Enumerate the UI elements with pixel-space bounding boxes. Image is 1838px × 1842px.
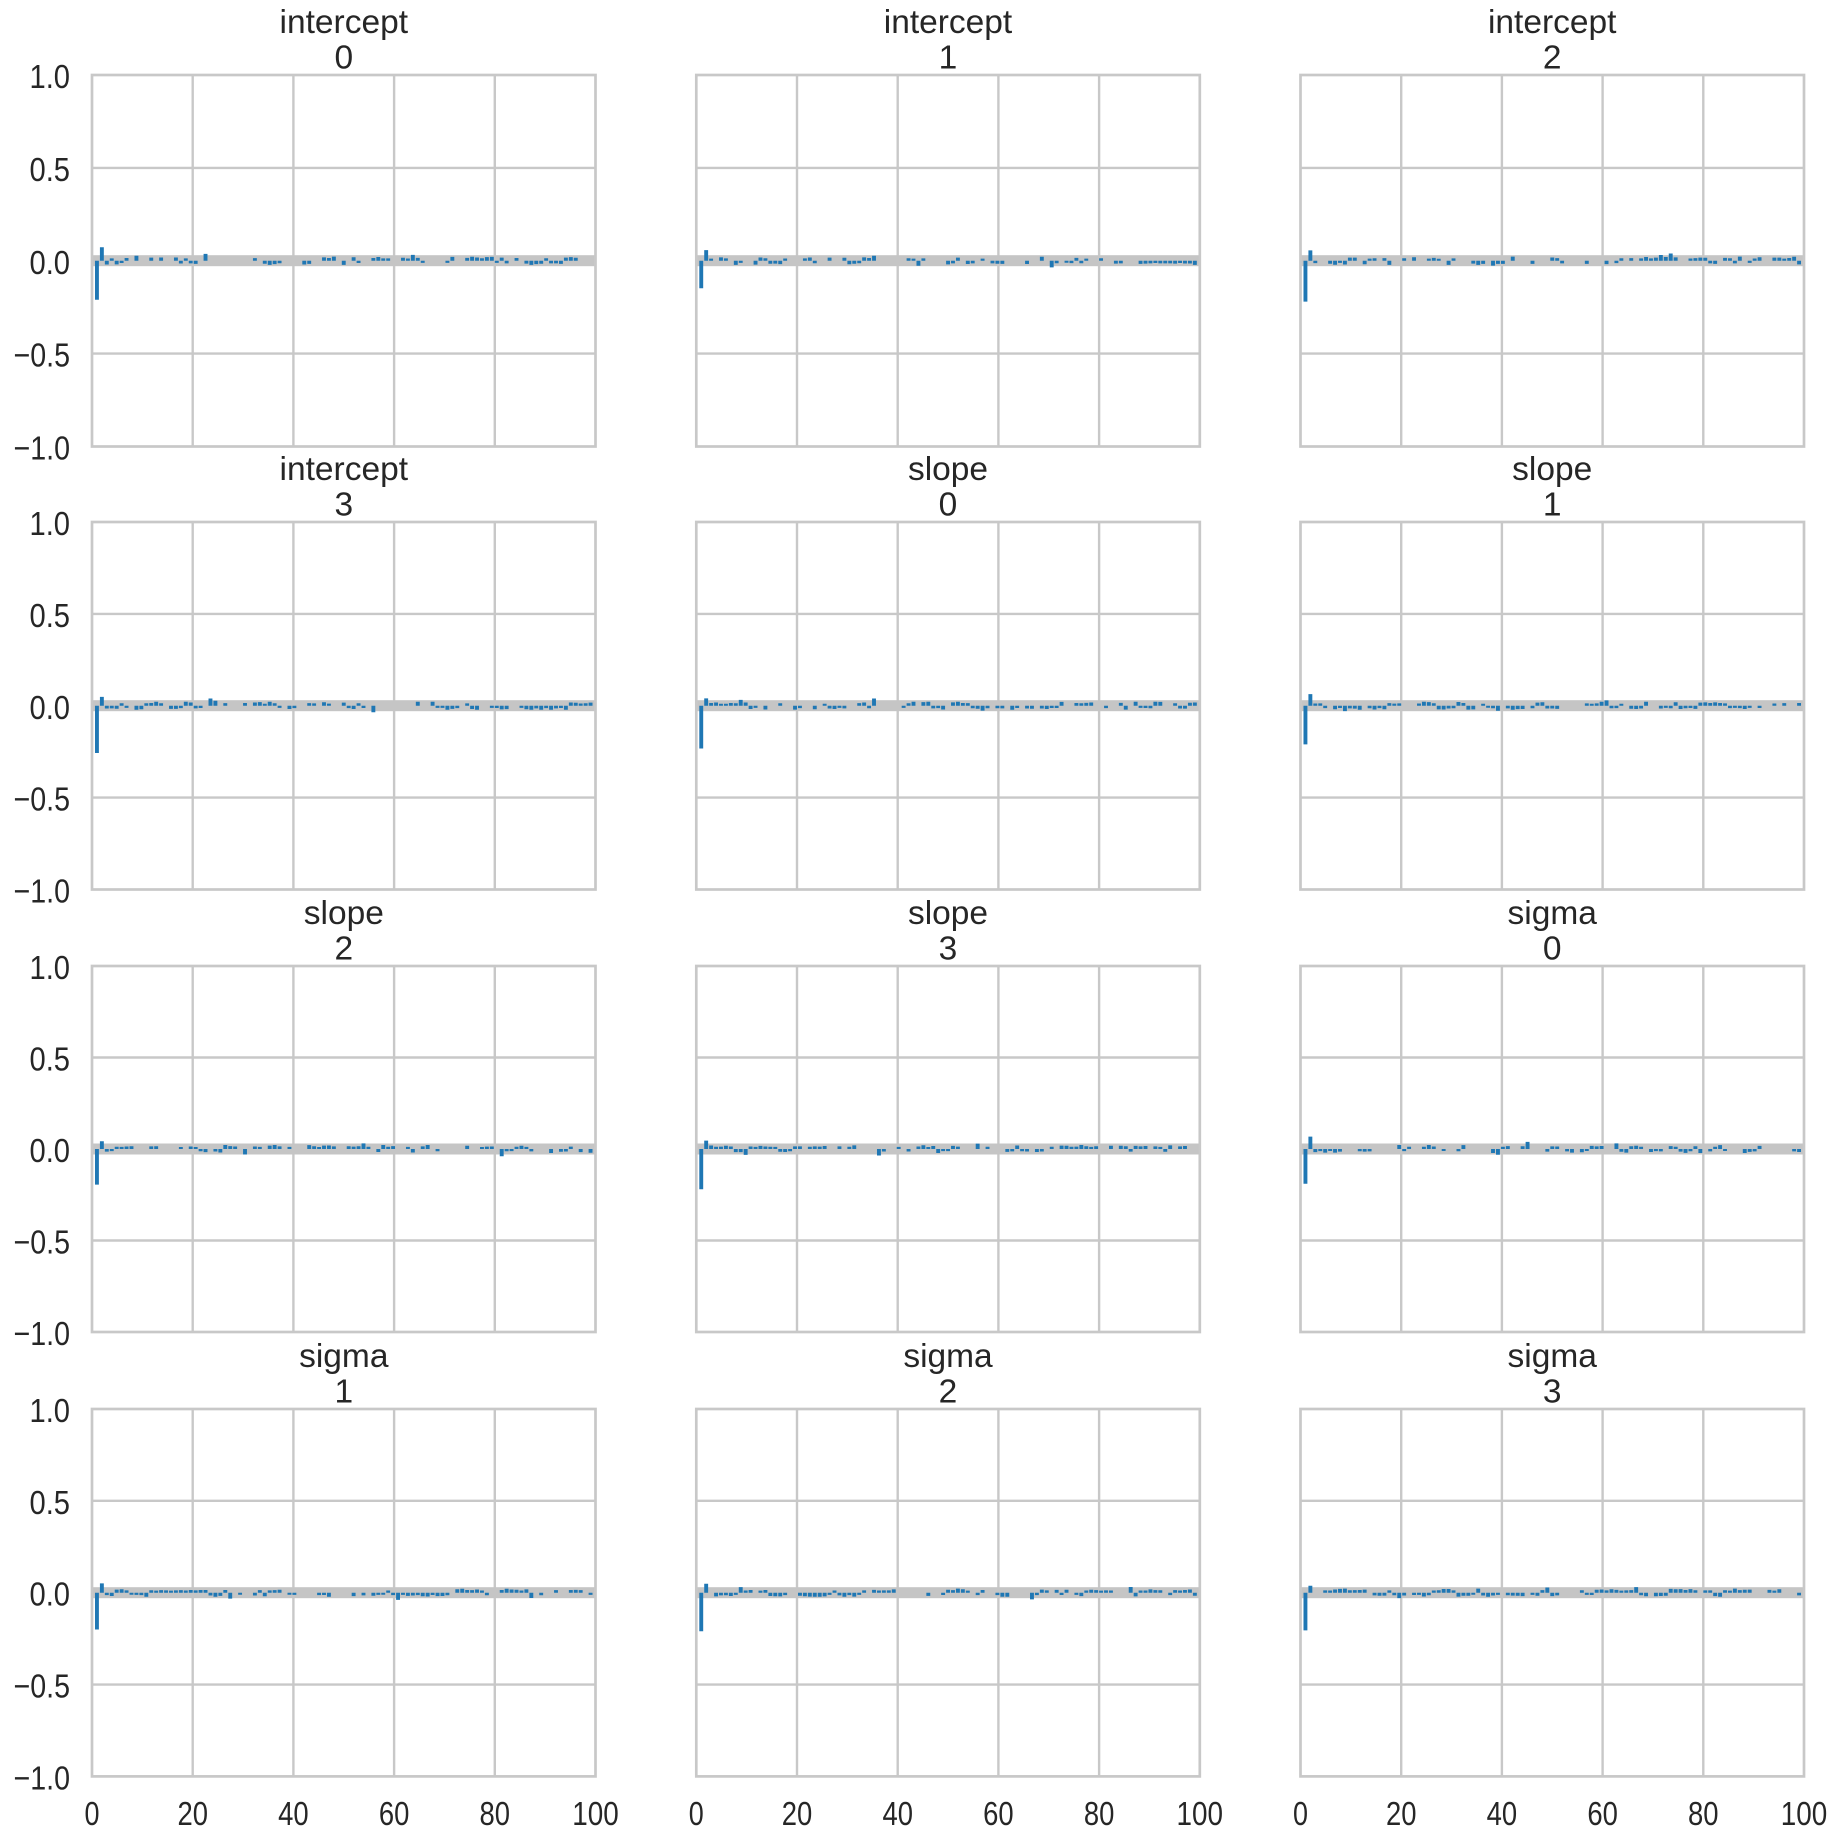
svg-text:60: 60 xyxy=(983,1796,1014,1833)
svg-text:1.0: 1.0 xyxy=(30,506,71,543)
svg-text:sigma: sigma xyxy=(299,1338,389,1375)
svg-text:−1.0: −1.0 xyxy=(14,1316,71,1353)
svg-text:1.0: 1.0 xyxy=(30,950,71,987)
svg-text:1: 1 xyxy=(1543,487,1562,524)
svg-text:80: 80 xyxy=(480,1796,511,1833)
svg-text:1.0: 1.0 xyxy=(30,59,71,96)
svg-text:3: 3 xyxy=(334,487,353,524)
svg-text:slope: slope xyxy=(908,451,988,488)
svg-text:0.0: 0.0 xyxy=(30,1133,71,1170)
svg-text:0: 0 xyxy=(85,1796,100,1833)
svg-text:−1.0: −1.0 xyxy=(14,1760,71,1797)
svg-text:20: 20 xyxy=(782,1796,813,1833)
svg-text:slope: slope xyxy=(1512,451,1592,488)
svg-text:sigma: sigma xyxy=(1508,1338,1598,1375)
svg-text:slope: slope xyxy=(908,895,988,932)
svg-text:1: 1 xyxy=(939,40,958,77)
svg-text:0.0: 0.0 xyxy=(30,1577,71,1614)
svg-text:80: 80 xyxy=(1084,1796,1115,1833)
svg-text:0.5: 0.5 xyxy=(30,598,71,635)
svg-text:0.5: 0.5 xyxy=(30,152,71,189)
svg-text:intercept: intercept xyxy=(1488,4,1617,41)
svg-text:0.0: 0.0 xyxy=(30,690,71,727)
svg-text:20: 20 xyxy=(177,1796,208,1833)
svg-text:100: 100 xyxy=(1177,1796,1224,1833)
svg-text:3: 3 xyxy=(1543,1374,1562,1411)
svg-text:sigma: sigma xyxy=(903,1338,993,1375)
svg-text:0: 0 xyxy=(1543,931,1562,968)
svg-text:40: 40 xyxy=(278,1796,309,1833)
svg-text:1.0: 1.0 xyxy=(30,1393,71,1430)
svg-text:40: 40 xyxy=(882,1796,913,1833)
svg-text:60: 60 xyxy=(379,1796,410,1833)
svg-text:20: 20 xyxy=(1386,1796,1417,1833)
svg-text:3: 3 xyxy=(939,931,958,968)
svg-text:0: 0 xyxy=(939,487,958,524)
svg-text:80: 80 xyxy=(1688,1796,1719,1833)
svg-text:100: 100 xyxy=(1781,1796,1828,1833)
svg-text:60: 60 xyxy=(1587,1796,1618,1833)
svg-text:−0.5: −0.5 xyxy=(14,1669,71,1706)
svg-text:slope: slope xyxy=(304,895,384,932)
svg-text:40: 40 xyxy=(1487,1796,1518,1833)
svg-text:intercept: intercept xyxy=(280,451,409,488)
svg-text:intercept: intercept xyxy=(280,4,409,41)
svg-text:2: 2 xyxy=(1543,40,1562,77)
svg-text:0.5: 0.5 xyxy=(30,1485,71,1522)
svg-text:−1.0: −1.0 xyxy=(14,431,71,468)
svg-text:−0.5: −0.5 xyxy=(14,782,71,819)
svg-text:−0.5: −0.5 xyxy=(14,338,71,375)
svg-text:0.0: 0.0 xyxy=(30,245,71,282)
svg-text:100: 100 xyxy=(572,1796,619,1833)
svg-text:0: 0 xyxy=(334,40,353,77)
svg-text:1: 1 xyxy=(334,1374,353,1411)
svg-text:sigma: sigma xyxy=(1508,895,1598,932)
svg-text:intercept: intercept xyxy=(884,4,1013,41)
svg-text:0: 0 xyxy=(1293,1796,1308,1833)
svg-text:−0.5: −0.5 xyxy=(14,1225,71,1262)
svg-text:0.5: 0.5 xyxy=(30,1042,71,1079)
svg-text:2: 2 xyxy=(939,1374,958,1411)
svg-text:−1.0: −1.0 xyxy=(14,874,71,911)
svg-text:2: 2 xyxy=(334,931,353,968)
svg-text:0: 0 xyxy=(689,1796,704,1833)
